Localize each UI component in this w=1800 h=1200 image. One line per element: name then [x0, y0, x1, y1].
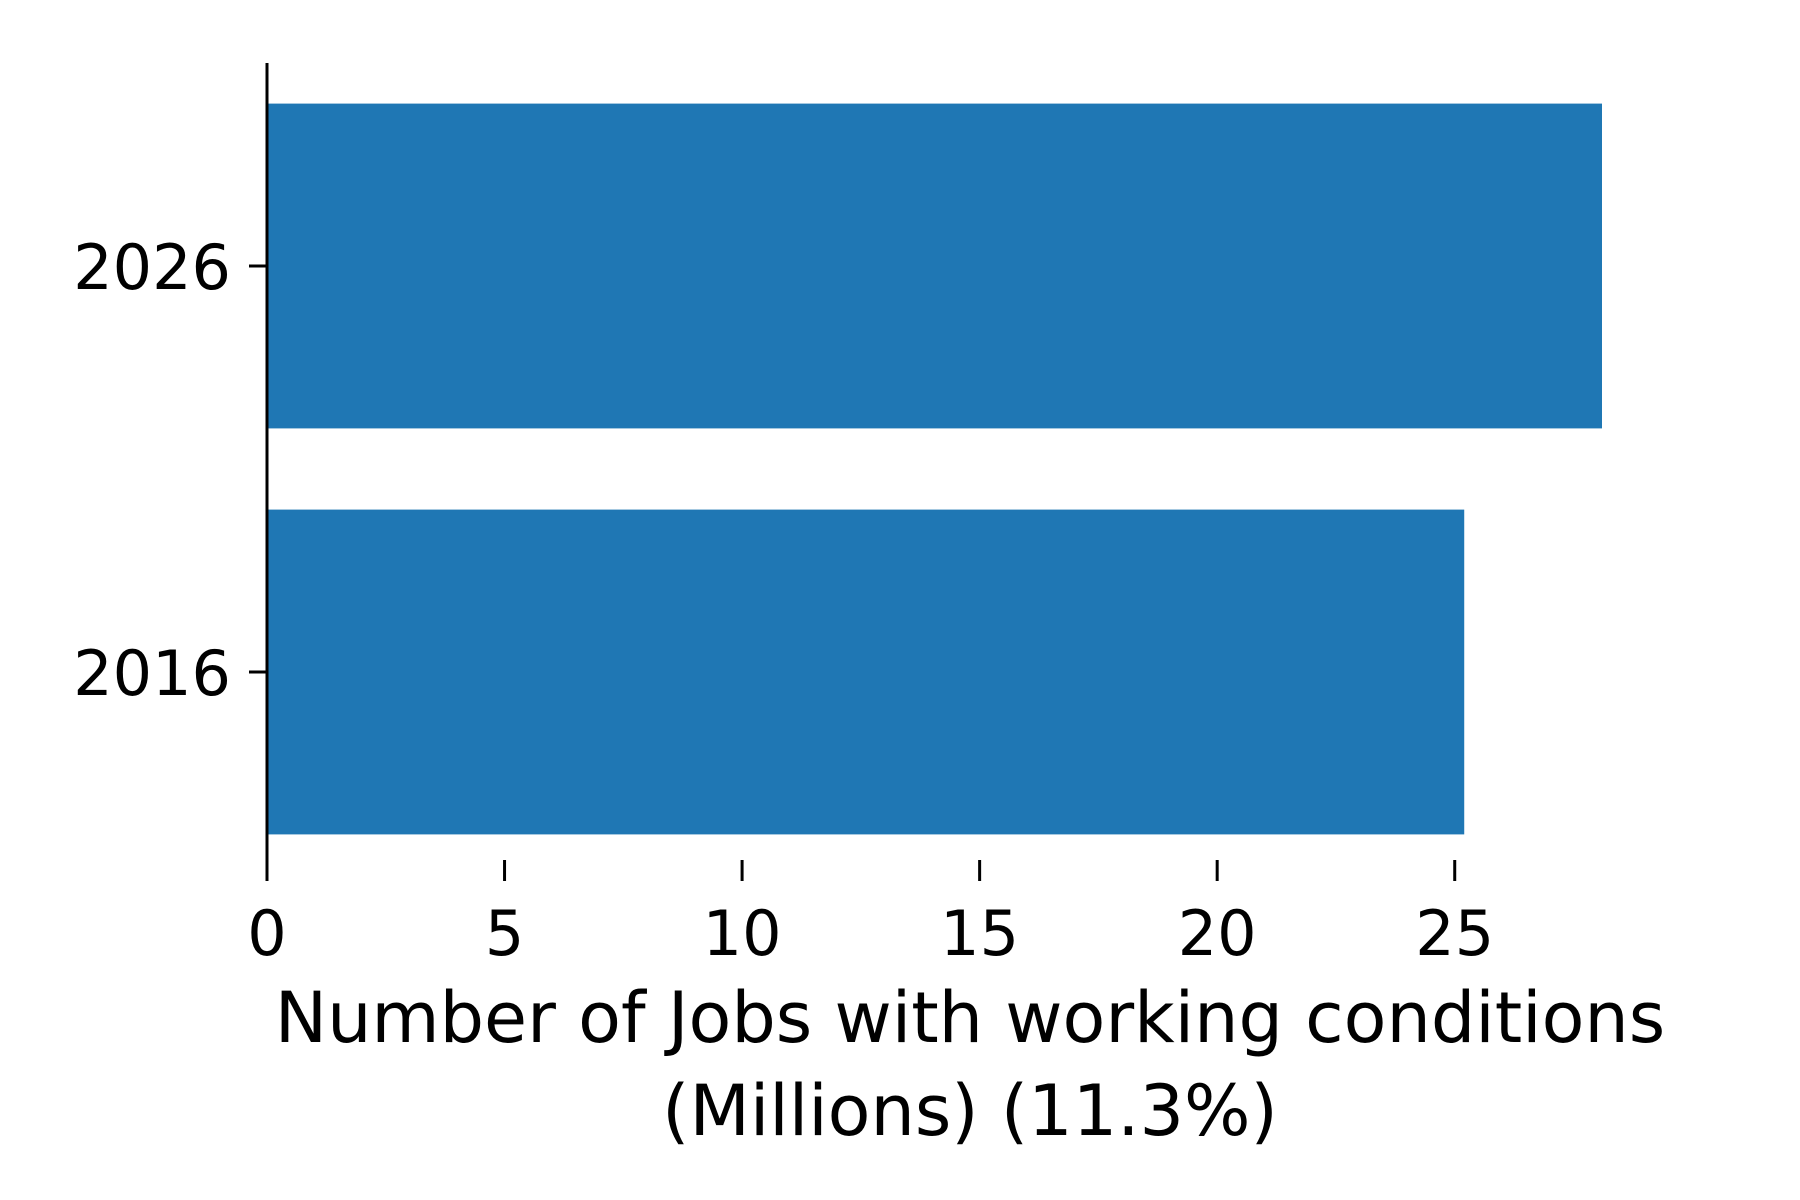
x-tick-label-0: 0 [247, 897, 286, 970]
x-axis-label-line-1: Number of Jobs with working conditions [275, 977, 1666, 1059]
bar-2026 [267, 103, 1602, 429]
y-tick-label-2016: 2016 [73, 637, 231, 710]
bars-group [267, 103, 1602, 835]
x-tick-label-15: 15 [940, 897, 1019, 970]
x-tick-label-10: 10 [703, 897, 782, 970]
bar-2016 [267, 509, 1465, 835]
y-tick-label-2026: 2026 [73, 231, 231, 304]
x-tick-label-20: 20 [1178, 897, 1257, 970]
x-tick-label-25: 25 [1415, 897, 1494, 970]
x-axis-label-line-2: (Millions) (11.3%) [662, 1070, 1278, 1152]
x-ticks-group: 0 5 10 15 20 25 [247, 860, 1494, 970]
x-tick-label-5: 5 [485, 897, 524, 970]
y-ticks-group: 2016 2026 [73, 231, 267, 710]
